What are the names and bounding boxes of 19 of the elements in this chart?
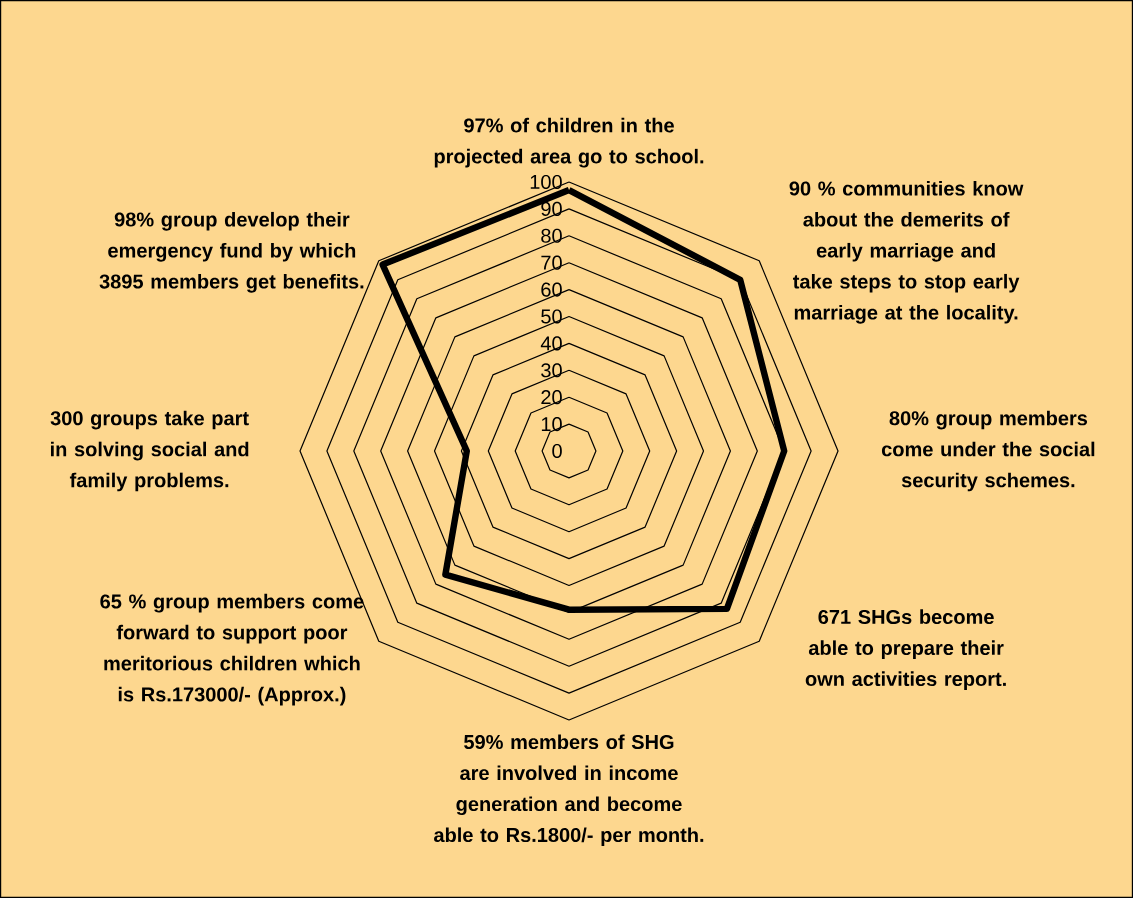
spoke-label: 97% of children in the projected area go to school.	[434, 117, 704, 168]
spoke-label: 90 % communities know about the demerits of early marriage and take steps to stop early marriage at the locality.	[789, 180, 1024, 324]
spoke-label: 65 % group members come forward to support poor meritorious children which is Rs.173000/- (Approx.)	[100, 593, 364, 706]
spoke-label: 80% group members come under the social security schemes.	[881, 410, 1095, 492]
y-tick-label: 30	[541, 363, 562, 378]
y-tick-label: 70	[541, 255, 562, 270]
spoke-label: 300 groups take part in solving social and family problems.	[50, 410, 249, 492]
y-tick-label: 50	[541, 309, 562, 324]
y-tick-label: 90	[541, 201, 562, 216]
y-tick-label: 100	[530, 174, 562, 190]
y-tick-label: 80	[541, 228, 562, 243]
y-tick-label: 10	[541, 417, 562, 432]
y-tick-label: 20	[541, 390, 562, 405]
spoke-label: 59% members of SHG are involved in income generation and become able to Rs.1800/- per month.	[434, 734, 704, 847]
spoke-label: 98% group develop their emergency fund by which 3895 members get benefits.	[99, 211, 364, 293]
y-tick-label: 60	[541, 282, 562, 297]
y-tick-label: 0	[552, 443, 562, 459]
spoke-label: 671 SHGs become able to prepare their own activities report.	[805, 609, 1006, 690]
y-tick-label: 40	[540, 336, 562, 351]
